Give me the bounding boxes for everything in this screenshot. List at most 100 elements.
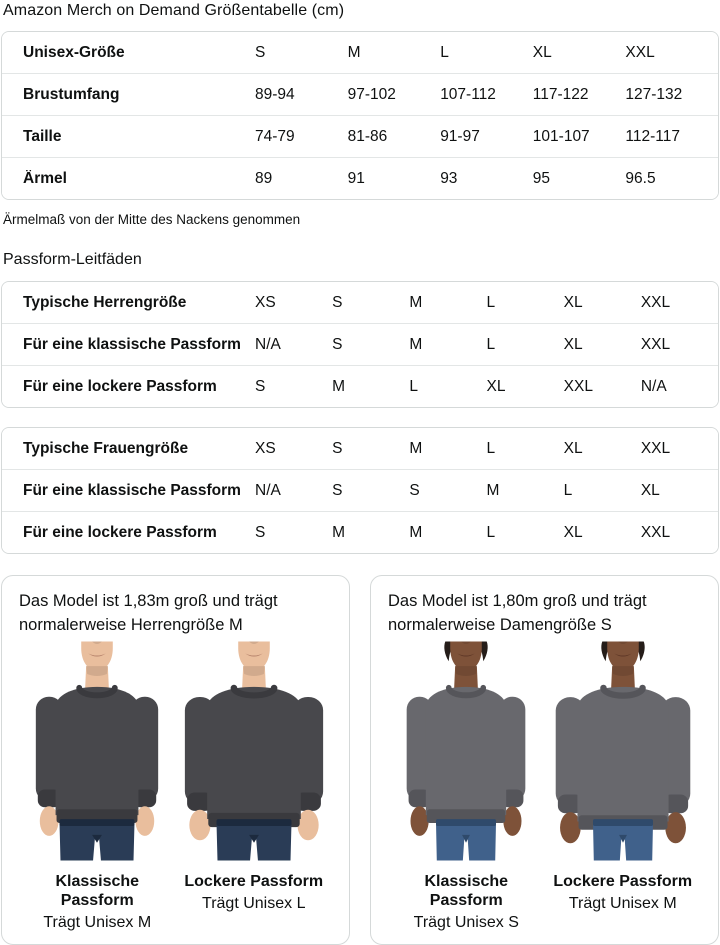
column-header: M — [347, 43, 361, 61]
cell-value: L — [486, 293, 496, 311]
cell-value: M — [332, 523, 346, 541]
row-label: Für eine klassische Passform — [23, 335, 241, 353]
cell-value: XL — [640, 481, 660, 499]
model-photo-svg — [36, 641, 159, 861]
model-photo-svg — [555, 641, 691, 861]
fit-caption: Klassische Passform — [55, 873, 140, 909]
unisex-size-table: Unisex-Größe S M L XL XXL Brustumfang 89… — [1, 31, 719, 200]
model-photo-classic-women — [392, 641, 540, 861]
table-header-row: Unisex-Größe S M L XL XXL — [2, 32, 718, 73]
column-header: XL — [532, 43, 552, 61]
wears-caption: Trägt Unisex S — [413, 914, 519, 931]
cell-value: 91 — [347, 169, 365, 187]
cell-value: M — [409, 293, 423, 311]
sleeve-measure-footnote: Ärmelmaß von der Mitte des Nackens genom… — [3, 212, 301, 227]
cell-value: M — [486, 481, 500, 499]
fit-caption: Lockere Passform — [553, 873, 693, 890]
cell-value: XXL — [640, 439, 671, 457]
row-label: Für eine lockere Passform — [23, 377, 217, 395]
table-row: Ärmel 89 91 93 95 96.5 — [2, 157, 718, 199]
fit-guides-heading: Passform-Leitfäden — [3, 251, 142, 268]
model-photo-classic-men — [23, 641, 171, 861]
column-header: S — [255, 43, 266, 61]
row-label: Für eine lockere Passform — [23, 523, 217, 541]
row-label: Unisex-Größe — [23, 43, 125, 61]
cell-value: 74-79 — [255, 127, 295, 145]
cell-value: XS — [255, 293, 276, 311]
fit-caption: Lockere Passform — [184, 873, 324, 890]
table-row: Für eine klassische Passform N/A S M L X… — [2, 323, 718, 365]
model-card-women: Das Model ist 1,80m groß und trägt norma… — [370, 575, 719, 945]
table-row: Typische Frauengröße XS S M L XL XXL — [2, 428, 718, 469]
wears-caption: Trägt Unisex M — [43, 914, 152, 931]
model-description: Das Model ist 1,83m groß und trägt norma… — [19, 592, 278, 634]
cell-value: XS — [255, 439, 276, 457]
cell-value: S — [332, 293, 343, 311]
figure-loose-women: Lockere Passform Trägt Unisex M — [545, 641, 702, 932]
table-row: Taille 74-79 81-86 91-97 101-107 112-117 — [2, 115, 718, 157]
model-photo-svg — [184, 641, 323, 861]
cell-value: 107-112 — [440, 85, 496, 103]
cell-value: 112-117 — [625, 127, 680, 145]
cell-value: XXL — [640, 335, 671, 353]
figures-row: Klassische Passform Trägt Unisex S — [388, 641, 701, 932]
cell-value: M — [332, 377, 346, 395]
cell-value: 89-94 — [255, 85, 295, 103]
cell-value: 81-86 — [347, 127, 388, 145]
cell-value: L — [486, 335, 496, 353]
cell-value: N/A — [640, 377, 667, 395]
cell-value: M — [409, 523, 423, 541]
wears-caption: Trägt Unisex L — [202, 895, 306, 912]
cell-value: M — [409, 439, 423, 457]
cell-value: 101-107 — [532, 127, 590, 145]
cell-value: XL — [563, 293, 583, 311]
row-label: Für eine klassische Passform — [23, 481, 241, 499]
cell-value: S — [332, 335, 343, 353]
cell-value: XL — [486, 377, 506, 395]
figure-loose-men: Lockere Passform Trägt Unisex L — [176, 641, 333, 932]
cell-value: 117-122 — [532, 85, 589, 103]
cell-value: 127-132 — [625, 85, 683, 103]
cell-value: N/A — [255, 335, 281, 353]
cell-value: S — [332, 481, 343, 499]
cell-value: S — [409, 481, 420, 499]
row-label: Typische Herrengröße — [23, 293, 187, 311]
table-row: Für eine lockere Passform S M M L XL XXL — [2, 511, 718, 553]
cell-value: S — [255, 377, 266, 395]
cell-value: XXL — [640, 293, 671, 311]
model-photo-svg — [406, 641, 526, 861]
cell-value: L — [409, 377, 418, 395]
model-card-men: Das Model ist 1,83m groß und trägt norma… — [1, 575, 350, 945]
row-label: Ärmel — [23, 169, 67, 187]
figures-row: Klassische Passform Trägt Unisex M — [19, 641, 332, 932]
cell-value: S — [255, 523, 266, 541]
figure-classic-women: Klassische Passform Trägt Unisex S — [388, 641, 545, 932]
fit-table-men: Typische Herrengröße XS S M L XL XXL Für… — [1, 281, 719, 408]
model-cards-row: Das Model ist 1,83m groß und trägt norma… — [1, 575, 719, 945]
cell-value: XL — [563, 335, 583, 353]
table-row: Für eine klassische Passform N/A S S M L… — [2, 469, 718, 511]
model-description: Das Model ist 1,80m groß und trägt norma… — [388, 592, 647, 634]
cell-value: 96.5 — [625, 169, 656, 187]
column-header: L — [440, 43, 449, 61]
row-label: Taille — [23, 127, 62, 145]
page-title: Amazon Merch on Demand Größentabelle (cm… — [3, 2, 345, 19]
cell-value: M — [409, 335, 423, 353]
cell-value: XL — [563, 439, 583, 457]
fit-table-women: Typische Frauengröße XS S M L XL XXL Für… — [1, 427, 719, 554]
cell-value: N/A — [255, 481, 281, 499]
cell-value: XXL — [640, 523, 671, 541]
fit-caption: Klassische Passform — [424, 873, 509, 909]
cell-value: S — [332, 439, 343, 457]
table-row: Typische Herrengröße XS S M L XL XXL — [2, 282, 718, 323]
row-label: Typische Frauengröße — [23, 439, 189, 457]
figure-classic-men: Klassische Passform Trägt Unisex M — [19, 641, 176, 932]
cell-value: L — [486, 523, 496, 541]
model-photo-loose-men — [180, 641, 328, 861]
cell-value: 89 — [255, 169, 273, 187]
model-photo-loose-women — [549, 641, 697, 861]
cell-value: 93 — [440, 169, 458, 187]
cell-value: 97-102 — [347, 85, 396, 103]
column-header: XXL — [625, 43, 655, 61]
